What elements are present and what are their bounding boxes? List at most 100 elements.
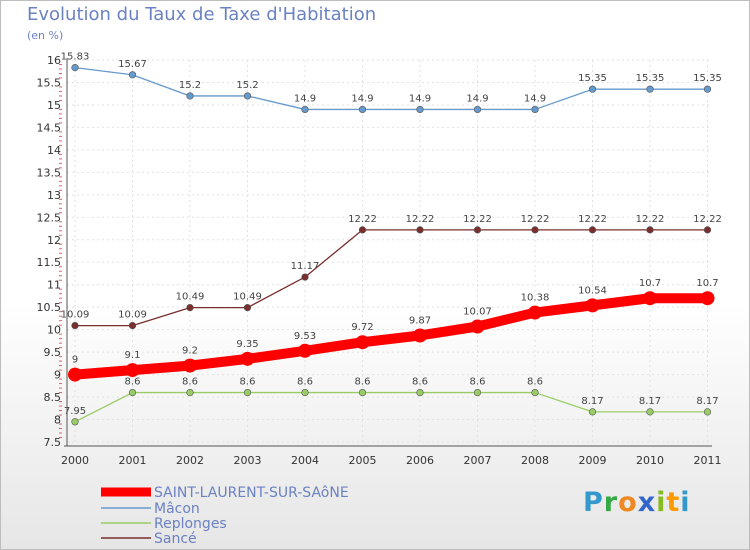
series-line-3 [74,229,709,327]
y-tick-label: 13 [47,189,61,202]
series-line-1 [74,66,709,111]
y-tick-label: 8.5 [44,391,62,404]
data-label: 8.6 [297,377,313,388]
proxiti-logo: Proxiti [583,487,691,518]
y-tick-label: 12.5 [37,211,62,224]
data-label: 14.9 [524,93,546,104]
x-tick-label: 2010 [636,454,664,467]
data-label: 14.9 [466,93,488,104]
chart-title: Evolution du Taux de Taxe d'Habitation [27,4,377,25]
data-point [416,388,424,397]
legend-label: Replonges [154,516,227,532]
logo-letter: t [666,487,681,518]
data-label: 8.6 [240,377,256,388]
data-label: 7.95 [64,406,86,417]
data-point [646,226,654,234]
legend-label: Sancé [154,531,197,547]
data-label: 10.49 [176,292,205,303]
data-label: 10.38 [521,293,550,304]
data-label: 8.6 [470,377,486,388]
data-label: 10.49 [233,292,262,303]
x-tick-label: 2007 [464,454,492,467]
y-tick-label: 13.5 [37,166,62,179]
y-tick-label: 8 [54,414,61,427]
data-label: 10.07 [463,307,492,318]
data-label: 10.7 [639,278,661,289]
data-point [703,85,712,93]
data-point [413,328,427,343]
data-label: 12.22 [578,214,607,225]
logo-letter: o [618,487,638,518]
data-label: 15.2 [236,80,258,91]
grid [67,59,712,443]
data-point [298,343,312,358]
logo-letter: i [680,487,691,518]
x-tick-label: 2003 [234,454,262,467]
data-label: 12.22 [406,214,435,225]
data-point [301,273,309,281]
legend-label: SAINT-LAURENT-SUR-SAôNE [154,485,349,501]
data-point [585,298,600,313]
axes: 7.5 8 8.5 9 9.5 10 10.5 11 11.5 12 12.5 13 13.5 14 14.… [37,54,722,467]
data-label: 12.22 [521,214,550,225]
data-label: 8.17 [639,396,661,407]
data-point [470,319,485,334]
data-point [588,85,597,93]
data-label: 8.6 [125,377,141,388]
data-label: 12.22 [636,214,665,225]
x-tick-label: 2000 [61,454,89,467]
data-point [528,305,542,320]
data-point [128,322,137,330]
series-points [68,64,715,426]
y-tick-label: 14 [47,144,61,157]
series-lines [70,66,713,423]
data-point [531,226,539,234]
data-label: 10.54 [578,285,607,296]
data-point [243,92,252,100]
x-tick-label: 2002 [176,454,204,467]
data-point [301,105,309,114]
legend: SAINT-LAURENT-SUR-SAôNEMâconReplongesSan… [101,485,349,547]
data-label: 9.87 [409,315,431,326]
data-label: 15.2 [179,80,201,91]
data-point [183,358,197,373]
data-point [473,226,482,234]
logo-letter: x [637,487,657,518]
data-point [646,85,654,93]
data-point [243,388,252,397]
data-label: 8.6 [182,377,198,388]
y-tick-label: 11 [47,279,61,292]
data-label: 8.17 [696,396,718,407]
data-label: 15.83 [61,52,90,63]
data-point [125,363,140,378]
y-tick-label: 15 [47,99,61,112]
data-point [703,226,712,234]
y-tick-label: 16 [47,54,61,67]
data-label: 12.22 [693,214,722,225]
data-point [588,408,597,416]
data-point [531,105,539,114]
data-label: 10.09 [118,310,147,321]
data-point [128,71,137,79]
data-point [71,64,79,72]
data-label: 15.35 [693,73,722,84]
x-tick-label: 2004 [291,454,319,467]
y-tick-label: 10.5 [37,301,62,314]
y-tick-label: 10 [47,324,61,337]
data-label: 9.1 [125,350,141,361]
y-tick-label: 11.5 [37,256,62,269]
data-label: 14.9 [351,93,373,104]
data-label: 11.17 [291,261,320,272]
x-tick-label: 2009 [579,454,607,467]
series-line-0 [70,293,713,380]
data-label: 9 [72,355,78,366]
data-label: 8.17 [581,396,603,407]
data-point [186,304,194,312]
data-point [646,408,654,416]
y-tick-label: 14.5 [37,121,62,134]
data-point [358,226,367,234]
legend-label: Mâcon [154,501,200,517]
data-point [186,388,194,397]
